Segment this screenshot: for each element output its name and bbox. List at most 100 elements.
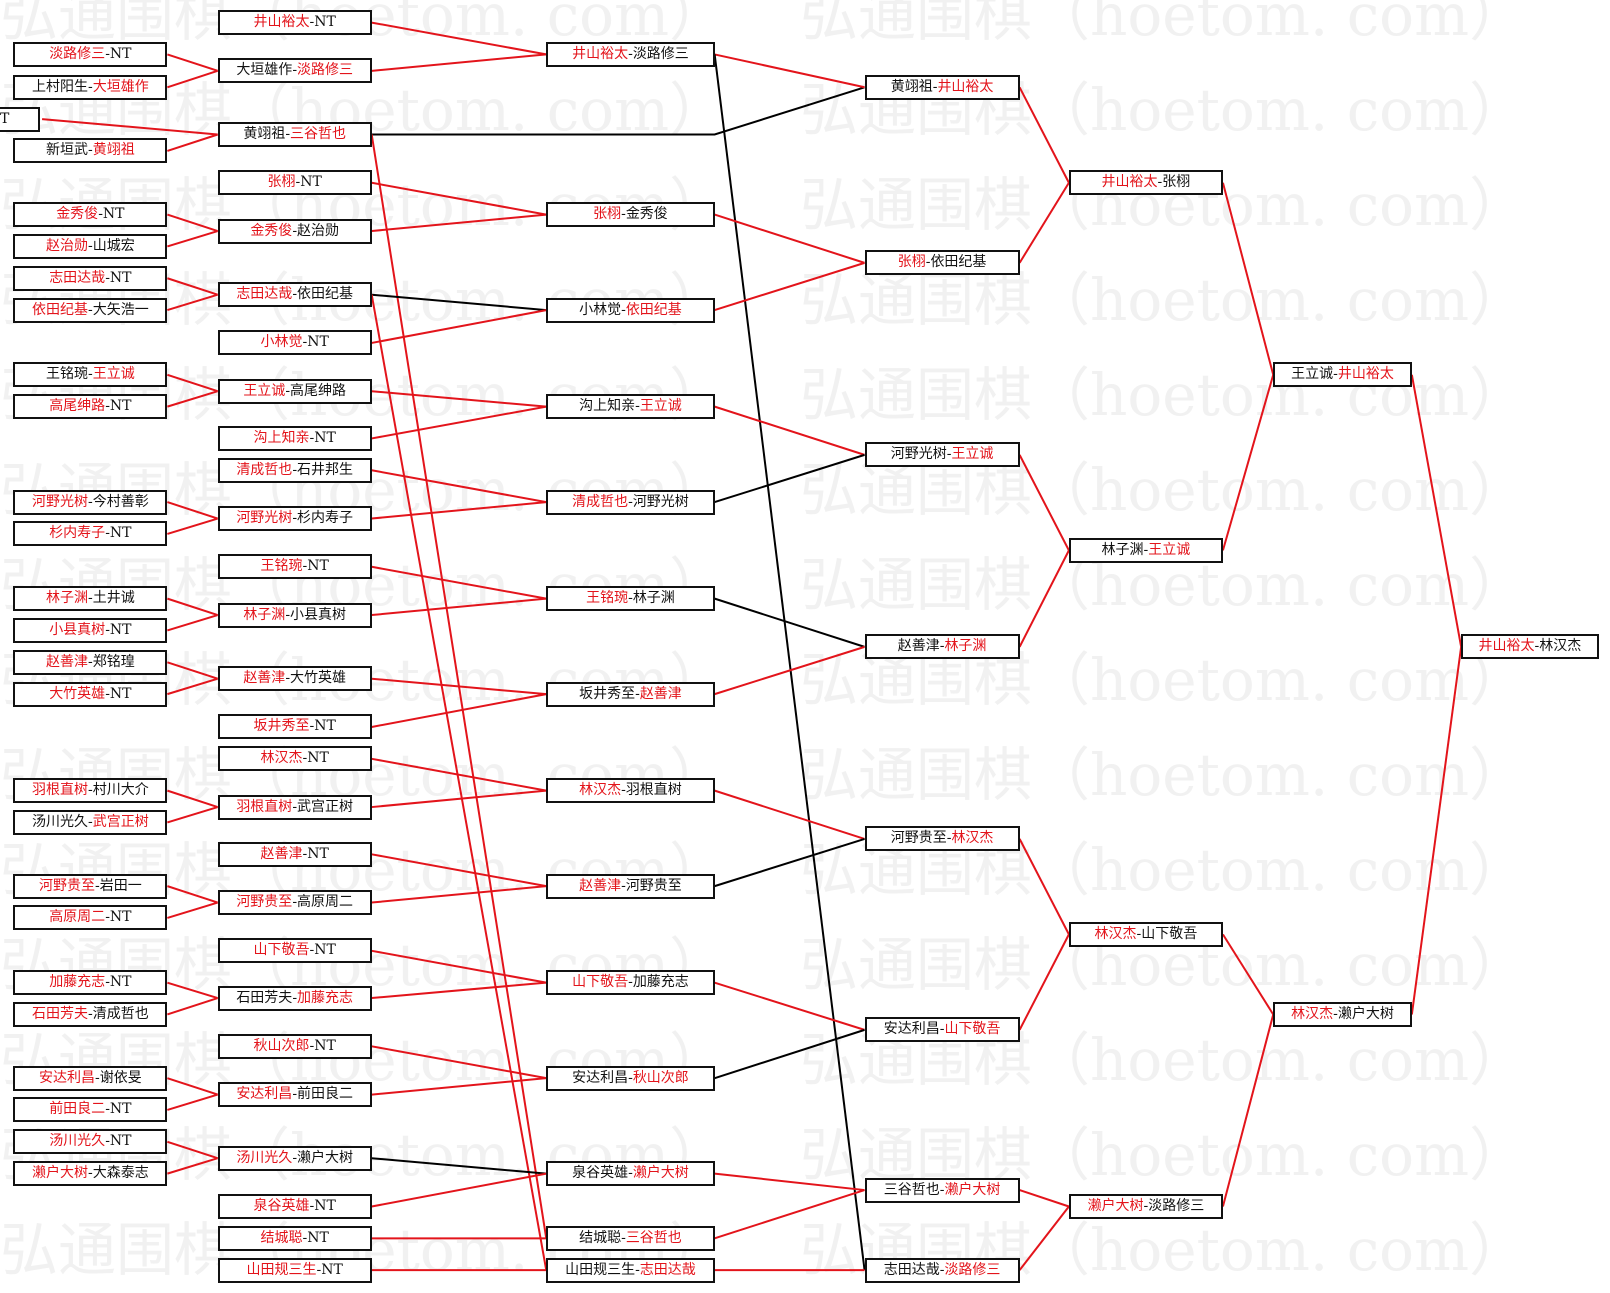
player-a: 前田良二: [49, 1101, 106, 1118]
winner-connector: [714, 645, 865, 696]
match-box: 濑户大树-淡路修三: [1068, 1193, 1223, 1219]
player-a: 淡路修三: [49, 45, 106, 62]
player-b: NT: [307, 845, 329, 862]
match-box: 高原周二-NT: [13, 905, 168, 931]
match-box: 林子渊-土井诚: [13, 586, 168, 612]
player-a: 林子渊: [1101, 541, 1144, 558]
player-a: 汤川光久: [236, 1149, 293, 1166]
winner-connector: [167, 885, 218, 904]
loser-connector: [714, 597, 865, 648]
player-a: 汤川光久: [31, 813, 88, 830]
match-box: 大垣雄作-淡路修三: [217, 58, 372, 84]
player-a: 新垣武: [45, 142, 88, 159]
player-a: 石田芳夫: [236, 989, 293, 1006]
winner-connector: [1221, 1014, 1275, 1207]
match-box: 赵善津-大竹英雄: [217, 666, 372, 692]
separator: -: [105, 525, 110, 542]
winner-connector: [167, 806, 218, 824]
separator: -: [635, 398, 640, 415]
match-box: 赵善津-郑铭瑝: [13, 649, 168, 675]
winner-connector: [42, 118, 218, 136]
separator: -: [292, 989, 298, 1006]
winner-connector: [714, 405, 865, 456]
match-box: 石田芳夫-加藤充志: [217, 985, 372, 1011]
player-b: NT: [314, 14, 336, 31]
player-a: 林汉杰: [1094, 925, 1137, 942]
match-box: 新垣武-黄翊祖: [13, 138, 168, 164]
player-b: 河野光树: [632, 493, 689, 510]
player-a: 张栩: [897, 254, 926, 271]
match-box: 王铭琬-NT: [217, 554, 372, 580]
match-box: 清成哲也-石井邦生: [217, 457, 372, 483]
loser-connector: [714, 837, 865, 888]
player-a: 王铭琬: [45, 366, 88, 383]
player-a: 安达利昌: [236, 1086, 293, 1103]
player-b: 淡路修三: [1148, 1197, 1205, 1214]
player-b: 加藤充志: [297, 989, 354, 1006]
player-b: 高尾绅路: [290, 382, 347, 399]
player-b: 武宫正树: [92, 813, 149, 830]
separator: -: [105, 685, 110, 702]
winner-connector: [371, 757, 547, 792]
player-b: 王立诚: [639, 398, 682, 415]
match-box: 林子渊-小县真树: [217, 602, 372, 628]
match-box: 汤川光久-NT: [13, 1129, 168, 1155]
player-a: 三谷哲也: [883, 1181, 940, 1198]
match-box: 汤川光久-濑户大树: [217, 1145, 372, 1171]
winner-connector: [167, 597, 218, 617]
player-b: 河野贵至: [625, 877, 682, 894]
player-b: 黄翊祖: [92, 142, 135, 159]
player-a: 清成哲也: [572, 493, 629, 510]
winner-connector: [714, 53, 865, 89]
winner-connector: [371, 1172, 547, 1208]
match-box: 山下敬吾-加藤充志: [546, 970, 715, 996]
player-a: 金秀俊: [250, 222, 293, 239]
match-box: 羽根直树-村川大介: [13, 778, 168, 804]
match-box: 石田芳夫-清成哲也: [13, 1001, 168, 1027]
winner-connector: [167, 1093, 218, 1111]
winner-connector: [714, 261, 865, 312]
winner-connector: [167, 373, 218, 393]
separator: -: [635, 1261, 640, 1278]
match-box: 泉谷英雄-濑户大树: [546, 1161, 715, 1187]
player-a: 王立诚: [243, 382, 286, 399]
player-b: 岩田一: [99, 877, 142, 894]
player-a: 赵善津: [897, 638, 940, 655]
player-b: 山下敬吾: [1141, 925, 1198, 942]
match-box: 河野光树-王立诚: [864, 442, 1020, 468]
player-a: 濑户大树: [1087, 1197, 1144, 1214]
player-a: 河野光树: [31, 493, 88, 510]
watermark-text: 弘通围棋（hoetom. com）: [800, 266, 1528, 334]
player-b: NT: [314, 718, 336, 735]
player-a: 小县真树: [49, 621, 106, 638]
separator: -: [292, 222, 298, 239]
winner-connector: [371, 390, 547, 408]
player-b: 王立诚: [1148, 541, 1191, 558]
separator: -: [87, 366, 93, 383]
player-b: 志田达哉: [639, 1261, 696, 1278]
player-a: 小林觉: [260, 334, 303, 351]
match-box: 河野光树-杉内寿子: [217, 506, 372, 532]
player-b: 山下敬吾: [944, 1021, 1001, 1038]
player-a: 沟上知亲: [579, 398, 636, 415]
match-box: 赵善津-NT: [217, 841, 372, 867]
winner-connector: [1222, 933, 1275, 1016]
player-a: 高尾绅路: [49, 398, 106, 415]
separator: -: [621, 782, 626, 799]
match-box: 林子渊-王立诚: [1068, 537, 1223, 563]
player-a: 山下敬吾: [572, 974, 629, 991]
player-b: 依田纪基: [297, 286, 354, 303]
player-a: 山田规三生: [565, 1261, 636, 1278]
player-b: 淡路修三: [944, 1261, 1001, 1278]
match-box: 赵善津-河野贵至: [546, 873, 715, 899]
match-box: 坂井秀至-NT: [217, 714, 372, 740]
winner-connector: [371, 693, 547, 728]
match-box: 安达利昌-谢依旻: [13, 1065, 168, 1091]
player-b: NT: [307, 1229, 329, 1246]
player-a: 安达利昌: [38, 1069, 95, 1086]
player-a: 志田达哉: [236, 286, 293, 303]
winner-connector: [371, 853, 547, 888]
separator: -: [946, 446, 952, 463]
player-a: 沟上知亲: [253, 429, 310, 446]
winner-connector: [714, 789, 865, 840]
